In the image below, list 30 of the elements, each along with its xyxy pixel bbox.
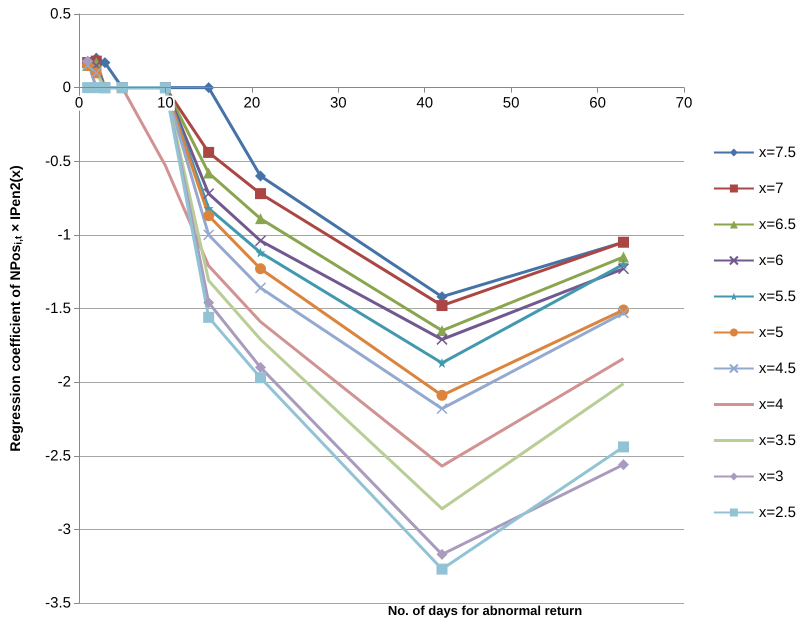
- y-tick-label: -1.5: [45, 300, 71, 317]
- y-tick-label: -3: [58, 520, 71, 538]
- x-axis-title: No. of days for abnormal return: [388, 603, 582, 618]
- x-tick-label: 60: [589, 94, 606, 112]
- legend-label: x=7.5: [758, 144, 796, 161]
- y-tick-label: -3.5: [45, 594, 71, 612]
- y-tick-label: -1: [58, 226, 71, 244]
- x-tick-label: 50: [502, 94, 520, 112]
- y-tick-label: -2.5: [45, 447, 71, 464]
- legend-label: x=6.5: [758, 216, 796, 233]
- legend-label: x=3: [758, 468, 784, 485]
- legend-label: x=5: [758, 324, 784, 341]
- legend-label: x=4: [758, 396, 784, 413]
- legend-label: x=2.5: [758, 504, 796, 521]
- legend-label: x=6: [758, 252, 784, 269]
- x-tick-label: 20: [244, 94, 260, 112]
- y-tick-label: -0.5: [45, 152, 71, 170]
- x-tick-label: 40: [416, 94, 434, 112]
- legend-label: x=5.5: [758, 288, 796, 305]
- y-tick-label: 0.5: [50, 6, 71, 22]
- x-tick-label: 10: [157, 94, 174, 112]
- legend-label: x=4.5: [758, 360, 796, 377]
- y-tick-label: -2: [58, 374, 71, 391]
- x-tick-label: 30: [330, 94, 347, 112]
- x-tick-label: 70: [676, 94, 692, 112]
- x-tick-label: 0: [74, 94, 84, 112]
- y-tick-label: 0: [62, 79, 71, 96]
- legend-label: x=3.5: [758, 432, 796, 449]
- y-axis-title: Regression coefficient of NPosi,t × IPen2(x): [7, 165, 24, 452]
- legend-label: x=7: [758, 180, 784, 197]
